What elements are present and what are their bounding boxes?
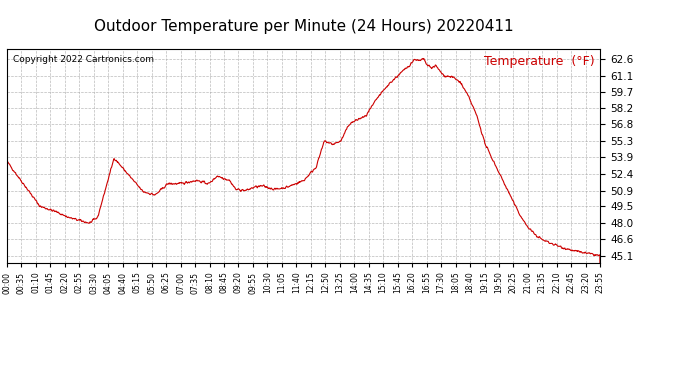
Text: Outdoor Temperature per Minute (24 Hours) 20220411: Outdoor Temperature per Minute (24 Hours… <box>94 19 513 34</box>
Text: Copyright 2022 Cartronics.com: Copyright 2022 Cartronics.com <box>13 55 154 64</box>
Text: Temperature  (°F): Temperature (°F) <box>484 55 594 68</box>
